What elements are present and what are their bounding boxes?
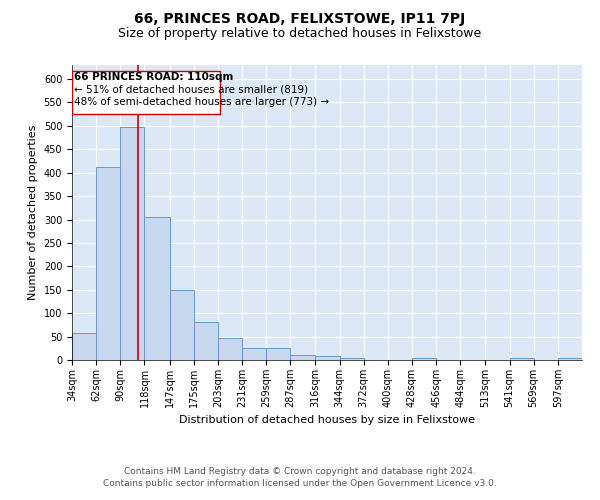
Bar [509, 358, 533, 360]
Bar [72, 70, 220, 114]
Text: 66, PRINCES ROAD, FELIXSTOWE, IP11 7PJ: 66, PRINCES ROAD, FELIXSTOWE, IP11 7PJ [134, 12, 466, 26]
Bar [121, 128, 145, 360]
Y-axis label: Number of detached properties: Number of detached properties [28, 125, 38, 300]
Text: Contains public sector information licensed under the Open Government Licence v3: Contains public sector information licen… [103, 478, 497, 488]
X-axis label: Distribution of detached houses by size in Felixstowe: Distribution of detached houses by size … [179, 416, 475, 426]
Text: ← 51% of detached houses are smaller (819): ← 51% of detached houses are smaller (81… [74, 85, 308, 95]
Text: Size of property relative to detached houses in Felixstowe: Size of property relative to detached ho… [118, 28, 482, 40]
Bar [218, 338, 242, 360]
Text: 66 PRINCES ROAD: 110sqm: 66 PRINCES ROAD: 110sqm [74, 72, 233, 83]
Bar [316, 356, 340, 360]
Bar [340, 358, 364, 360]
Bar [558, 358, 582, 360]
Bar [96, 166, 121, 360]
Bar [266, 348, 290, 360]
Bar [290, 356, 316, 360]
Bar [412, 358, 436, 360]
Bar [145, 217, 170, 360]
Bar [194, 322, 218, 360]
Text: 48% of semi-detached houses are larger (773) →: 48% of semi-detached houses are larger (… [74, 98, 329, 108]
Text: Contains HM Land Registry data © Crown copyright and database right 2024.: Contains HM Land Registry data © Crown c… [124, 467, 476, 476]
Bar [242, 348, 266, 360]
Bar [170, 290, 194, 360]
Bar [72, 334, 96, 360]
